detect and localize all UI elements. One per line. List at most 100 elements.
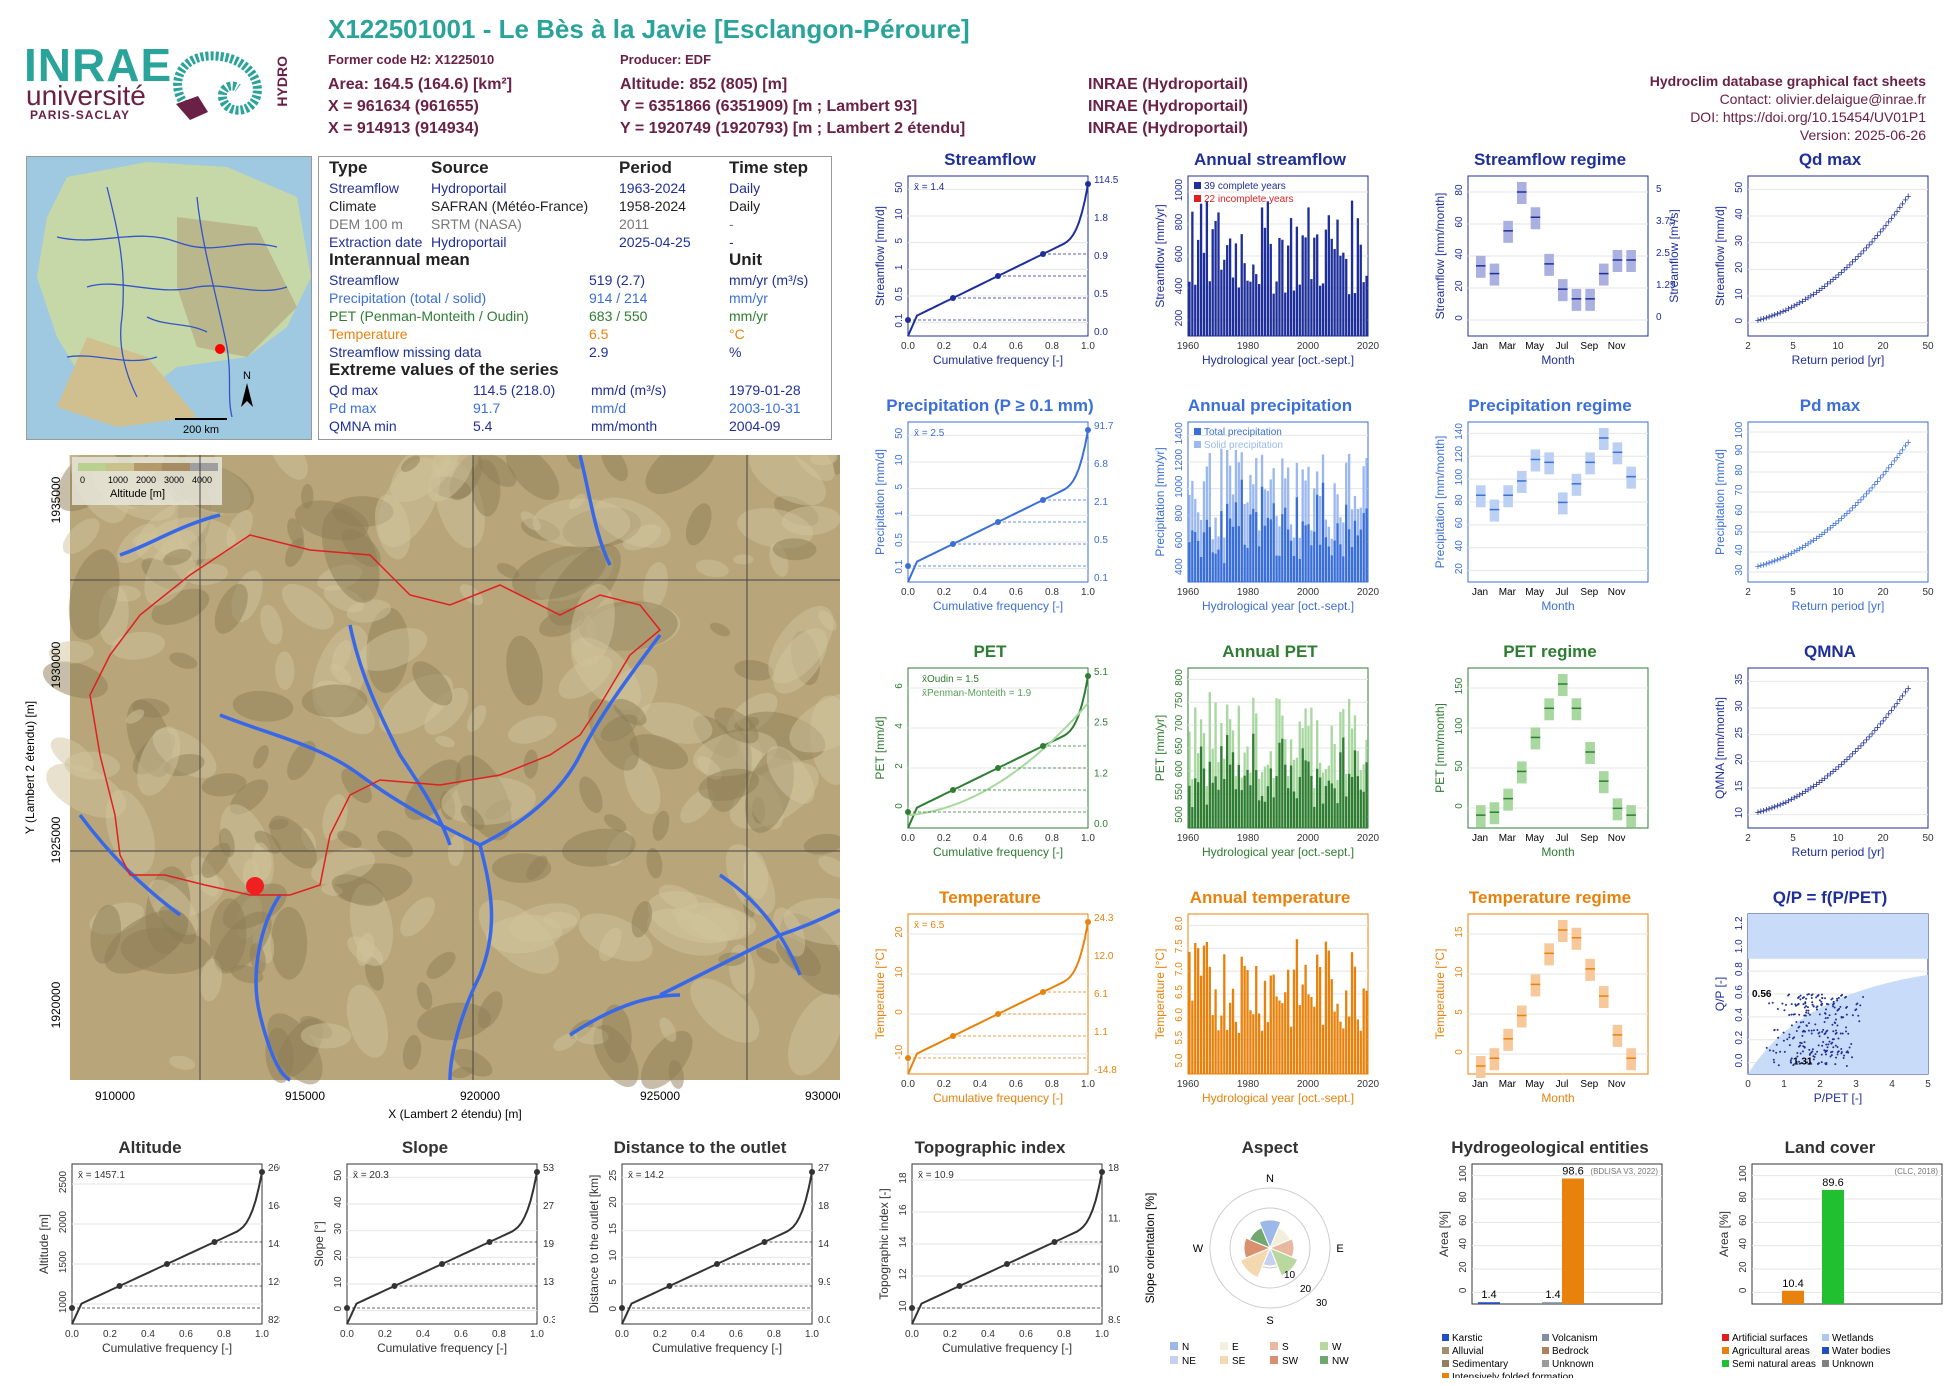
logo-paris-saclay: PARIS-SACLAY xyxy=(30,108,131,122)
x-tick: 2000 xyxy=(1297,1079,1320,1090)
scatter-point: + xyxy=(1866,485,1872,497)
annual-bar-inner xyxy=(1243,775,1246,828)
annual-bar xyxy=(1356,218,1360,336)
y-tick: 600 xyxy=(1174,245,1185,262)
chart-svg: 10 12 14 16 18 0.0 0.2 0.4 0.6 0.8 1.0 Cumulative f… xyxy=(877,1163,1120,1355)
scatter-point: + xyxy=(1880,715,1886,727)
annual-bar xyxy=(1228,238,1232,336)
logo-inrae-text: INRAE xyxy=(24,39,173,91)
annual-bar-inner xyxy=(1287,788,1290,828)
terrain-patch xyxy=(125,709,145,724)
scatter-point: + xyxy=(1905,191,1911,203)
y-tick: 40 xyxy=(1734,544,1745,556)
annual-bar xyxy=(1199,975,1203,1074)
y-tick: 0 xyxy=(1454,315,1465,321)
scatter-point: + xyxy=(1849,257,1855,269)
regime-box xyxy=(1503,485,1513,508)
annual-bar-inner xyxy=(1228,518,1232,582)
qp-point xyxy=(1840,1051,1843,1054)
map-ytick: 1920000 xyxy=(49,981,63,1028)
qp-point xyxy=(1855,1003,1858,1006)
ann-y: 0.56 xyxy=(1752,989,1772,1000)
legend-swatch xyxy=(1320,1342,1328,1350)
y-tick: 90 xyxy=(1734,444,1745,456)
annual-bar-inner xyxy=(1240,790,1243,828)
qp-point xyxy=(1799,998,1802,1001)
scatter-point: + xyxy=(1777,799,1783,811)
annual-bar-inner xyxy=(1278,555,1281,582)
annual-bar xyxy=(1365,990,1368,1074)
scatter-point: + xyxy=(1872,479,1878,491)
quantile-point xyxy=(1099,1169,1105,1175)
x-tick: 5 xyxy=(1790,833,1796,844)
annual-bar-inner xyxy=(1234,789,1238,828)
annual-bar xyxy=(1289,218,1293,336)
annual-bar xyxy=(1333,249,1336,336)
legend-entry: Unknown xyxy=(1832,1359,1874,1370)
qp-curve-region xyxy=(1748,974,1928,1074)
scatter-point: + xyxy=(1902,441,1908,453)
annual-bar-inner xyxy=(1205,804,1209,828)
qp-point xyxy=(1834,1044,1837,1047)
qp-point xyxy=(1815,1006,1818,1009)
qp-point xyxy=(1833,1006,1836,1009)
annual-bar-inner xyxy=(1292,791,1296,828)
scatter-point: + xyxy=(1852,746,1858,758)
x-tick: 3 xyxy=(1853,1079,1859,1090)
x-tick: 5 xyxy=(1790,341,1796,352)
annual-bar xyxy=(1324,229,1328,336)
qp-point xyxy=(1794,1003,1797,1006)
y-tick: 20 xyxy=(894,926,905,938)
qp-point xyxy=(1799,1021,1802,1024)
annual-bar xyxy=(1263,766,1267,828)
chart-slope_cdf: Slope 0 10 20 30 40 50 0.0 0.2 0.4 0.6 0.8 1.0 Cumula… xyxy=(295,1138,555,1378)
terrain-patch xyxy=(331,874,384,906)
chart-svg: 1000 1500 2000 2500 0.0 0.2 0.4 0.6 0.8 1.0 Cumula… xyxy=(37,1163,280,1355)
right-label: 0.0 xyxy=(818,1315,830,1326)
right-label: 9.9 xyxy=(818,1277,830,1288)
x-label: Hydrological year [oct.-sept.] xyxy=(1202,353,1354,367)
annual-bar xyxy=(1336,1003,1339,1074)
scatter-point: + xyxy=(1833,272,1839,284)
quantile-point xyxy=(905,1055,911,1061)
scatter-point: + xyxy=(1774,800,1780,812)
qp-point xyxy=(1821,1030,1824,1033)
qp-point xyxy=(1797,1026,1800,1029)
annual-bar xyxy=(1287,467,1290,582)
chart-title: Topographic index xyxy=(914,1138,1066,1157)
regime-box xyxy=(1476,1056,1486,1078)
right-label: 91.7 xyxy=(1094,421,1114,432)
legend-tick: 1000 xyxy=(108,475,128,485)
qp-point xyxy=(1832,1005,1835,1008)
month-tick: Nov xyxy=(1608,587,1626,598)
qp-point xyxy=(1824,1062,1827,1065)
x-tick: 0.6 xyxy=(1009,1079,1023,1090)
annual-bar-inner xyxy=(1217,789,1220,828)
annual-bar xyxy=(1208,692,1211,828)
qp-point xyxy=(1836,1045,1839,1048)
regime-box xyxy=(1503,788,1513,811)
qp-point xyxy=(1826,1036,1829,1039)
terrain-patch xyxy=(818,610,837,631)
terrain-patch xyxy=(659,1017,677,1042)
chart-streamflow_cdf: Streamflow 0.1 0.5 1 5 10 50 0.0 0.2 0.4 0.6 0.8 1.0… xyxy=(860,150,1120,380)
y-tick: 80 xyxy=(1734,464,1745,476)
y-tick: 0.4 xyxy=(1734,1007,1745,1021)
logo-inrae: INRAE xyxy=(24,38,172,92)
y-tick: 0 xyxy=(333,1305,344,1311)
annual-bar-inner xyxy=(1318,777,1322,828)
x-tick: 1.0 xyxy=(1081,1079,1095,1090)
bar-value: 1.4 xyxy=(1481,1289,1496,1301)
map-xtick: 925000 xyxy=(640,1089,680,1103)
scatter-point: + xyxy=(1860,737,1866,749)
annual-bar-inner xyxy=(1199,556,1203,582)
x-tick: 0.0 xyxy=(901,833,915,844)
y-tick: 6 xyxy=(894,683,905,689)
qp-point xyxy=(1810,1032,1813,1035)
legend-swatch xyxy=(1220,1356,1228,1364)
annual-bar-inner xyxy=(1281,514,1284,582)
plot-area xyxy=(346,1163,538,1325)
river xyxy=(448,844,494,1081)
legend-swatch xyxy=(162,463,190,471)
